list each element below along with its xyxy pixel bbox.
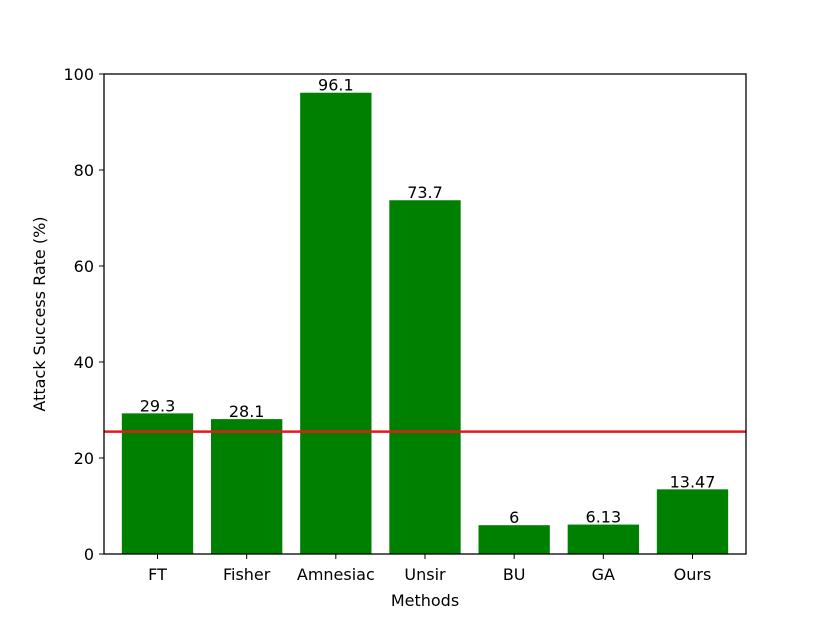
y-tick-label: 60 bbox=[74, 257, 94, 276]
bar-ours bbox=[656, 489, 729, 554]
bar-bu bbox=[478, 525, 550, 554]
bar-value-label: 96.1 bbox=[318, 76, 354, 95]
x-axis-ticks: FT Fisher Amnesiac Unsir BU GA Ours bbox=[148, 554, 711, 584]
y-tick-label: 20 bbox=[74, 449, 94, 468]
bar-ft bbox=[121, 413, 194, 554]
bar-value-label: 28.1 bbox=[229, 402, 265, 421]
x-tick-label: Amnesiac bbox=[297, 565, 375, 584]
y-tick-label: 100 bbox=[63, 65, 94, 84]
bar-unsir bbox=[389, 200, 461, 555]
bar-ga bbox=[567, 524, 639, 554]
x-tick-label: Unsir bbox=[404, 565, 446, 584]
x-axis-title: Methods bbox=[391, 591, 459, 610]
x-tick-label: BU bbox=[503, 565, 526, 584]
bar-amnesiac bbox=[300, 92, 372, 554]
x-tick-label: GA bbox=[592, 565, 615, 584]
x-tick-label: FT bbox=[148, 565, 167, 584]
y-axis-ticks: 0 20 40 60 80 100 bbox=[63, 65, 104, 564]
bar-value-label: 29.3 bbox=[140, 396, 176, 415]
y-tick-label: 40 bbox=[74, 353, 94, 372]
y-tick-label: 0 bbox=[84, 545, 94, 564]
bar-value-labels: 29.3 28.1 96.1 73.7 6 6.13 13.47 bbox=[140, 76, 716, 527]
y-axis-title: Attack Success Rate (%) bbox=[30, 216, 49, 411]
bar-value-label: 6.13 bbox=[586, 508, 622, 527]
bar-value-label: 6 bbox=[509, 508, 519, 527]
x-tick-label: Fisher bbox=[223, 565, 271, 584]
x-tick-label: Ours bbox=[674, 565, 712, 584]
bar-fisher bbox=[211, 419, 283, 554]
y-tick-label: 80 bbox=[74, 161, 94, 180]
bars-group bbox=[121, 92, 729, 555]
bar-value-label: 13.47 bbox=[670, 472, 716, 491]
bar-value-label: 73.7 bbox=[407, 183, 443, 202]
